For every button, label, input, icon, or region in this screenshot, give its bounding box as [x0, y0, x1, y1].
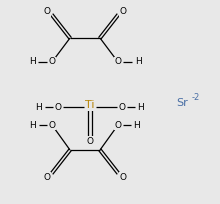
Text: Ti: Ti — [85, 100, 95, 110]
Text: H: H — [36, 102, 42, 112]
Text: Sr: Sr — [176, 98, 188, 108]
Text: O: O — [114, 121, 121, 130]
Text: O: O — [55, 102, 62, 112]
Text: H: H — [134, 121, 140, 130]
Text: H: H — [138, 102, 144, 112]
Text: O: O — [119, 102, 125, 112]
Text: H: H — [135, 58, 141, 67]
Text: O: O — [119, 8, 126, 17]
Text: O: O — [119, 173, 126, 182]
Text: O: O — [48, 121, 55, 130]
Text: -2: -2 — [192, 92, 200, 102]
Text: O: O — [86, 136, 94, 145]
Text: H: H — [30, 121, 36, 130]
Text: O: O — [48, 58, 55, 67]
Text: O: O — [44, 8, 51, 17]
Text: O: O — [44, 173, 51, 182]
Text: H: H — [29, 58, 35, 67]
Text: O: O — [114, 58, 121, 67]
